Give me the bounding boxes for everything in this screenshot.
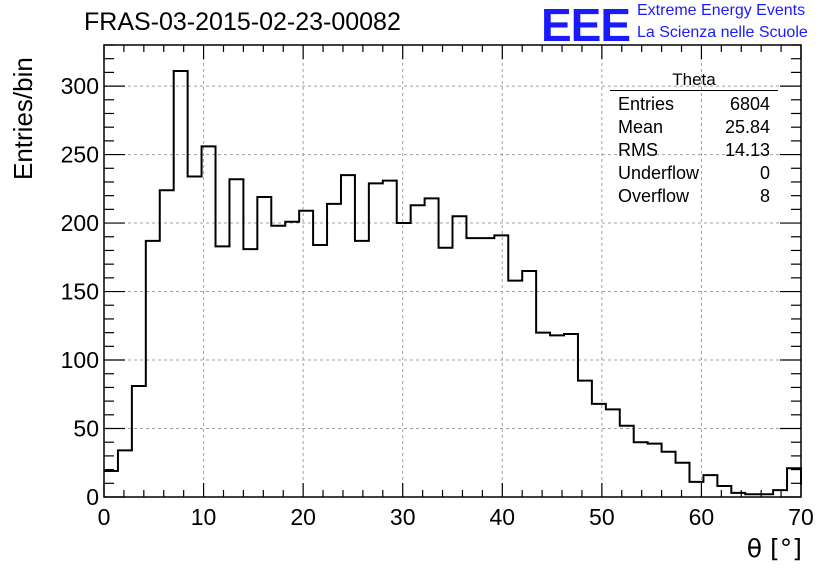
stats-value: 25.84 xyxy=(724,117,770,137)
y-tick-label: 300 xyxy=(61,73,99,99)
x-tick-label: 30 xyxy=(390,504,416,530)
stats-row-mean: Mean 25.84 xyxy=(610,116,778,139)
x-tick-label: 10 xyxy=(191,504,217,530)
y-tick-label: 0 xyxy=(86,484,99,510)
plot-frame xyxy=(103,44,802,498)
run-title: FRAS-03-2015-02-23-00082 xyxy=(84,8,401,36)
logo-tagline-2: La Scienza nelle Scuole xyxy=(637,24,808,41)
tick-labels: 0 10 20 30 40 50 60 70 0 50 100 150 200 250 300 xyxy=(61,73,814,530)
logo-tagline-1: Extreme Energy Events xyxy=(637,2,806,19)
y-tick-label: 50 xyxy=(73,416,99,442)
y-tick-label: 150 xyxy=(61,279,99,305)
axis-ticks xyxy=(103,44,802,498)
stats-title: Theta xyxy=(672,70,716,89)
stats-value: 6804 xyxy=(729,94,770,114)
y-tick-label: 250 xyxy=(61,142,99,168)
eee-logo: EEE xyxy=(541,0,631,51)
y-tick-label: 200 xyxy=(61,210,99,236)
x-tick-label: 20 xyxy=(290,504,316,530)
stats-label: Overflow xyxy=(618,186,690,206)
x-axis-label: θ [°] xyxy=(746,534,802,563)
theta-histogram-line xyxy=(104,70,802,496)
stats-row-overflow: Overflow 8 xyxy=(610,185,778,208)
stats-box: Theta Entries 6804 Mean 25.84 RMS 14.13 … xyxy=(610,70,778,208)
stats-label: Underflow xyxy=(618,163,700,183)
stats-divider xyxy=(610,90,778,91)
stats-value: 14.13 xyxy=(724,140,770,160)
stats-label: Entries xyxy=(618,94,675,114)
stats-label: RMS xyxy=(618,140,658,160)
stats-row-entries: Entries 6804 xyxy=(610,93,778,116)
stats-row-underflow: Underflow 0 xyxy=(610,162,778,185)
x-tick-label: 60 xyxy=(689,504,715,530)
x-tick-label: 40 xyxy=(489,504,515,530)
y-tick-label: 100 xyxy=(61,347,99,373)
stats-row-rms: RMS 14.13 xyxy=(610,139,778,162)
x-tick-label: 0 xyxy=(98,504,111,530)
x-tick-label: 50 xyxy=(589,504,615,530)
stats-label: Mean xyxy=(618,117,664,137)
x-tick-label: 70 xyxy=(788,504,814,530)
stats-value: 8 xyxy=(759,186,770,206)
stats-value: 0 xyxy=(759,163,770,183)
y-axis-label: Entries/bin xyxy=(8,57,38,180)
